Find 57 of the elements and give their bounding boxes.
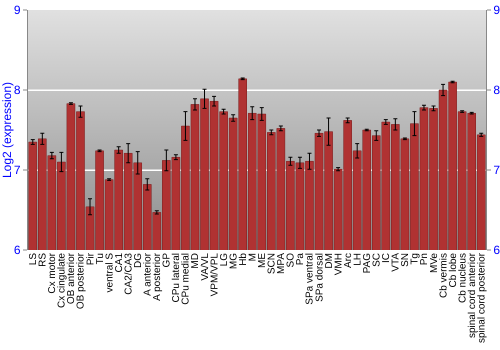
x-tick-label: SPa dorsal xyxy=(314,253,326,302)
x-tick-label: Cb vermis xyxy=(438,253,450,298)
x-tick-label: SN xyxy=(400,253,412,267)
x-tick-label: OB anterior xyxy=(66,252,78,304)
x-tick-label: Cx motor xyxy=(47,252,58,294)
y-tick-label: 7 xyxy=(14,163,21,178)
x-tick-label: SO xyxy=(286,252,297,268)
x-tick-label: Arc xyxy=(342,253,354,268)
x-tick-label: LS xyxy=(28,252,40,266)
x-tick-label: SCN xyxy=(266,253,278,274)
x-tick-label: DM xyxy=(324,253,335,269)
x-tick-label: ventral S xyxy=(104,252,116,292)
x-tick-label: Cb nucleus xyxy=(457,253,468,304)
x-tick-label: LG xyxy=(218,252,230,266)
x-tick-label: MG xyxy=(228,252,240,270)
x-tick-label: MVe xyxy=(428,252,440,274)
x-tick-label: SC xyxy=(372,253,383,267)
x-tick-label: Pa xyxy=(295,252,306,266)
x-tick-label: VTA xyxy=(390,252,402,272)
x-tick-label: RS xyxy=(38,252,49,267)
y2-tick-label: 7 xyxy=(493,163,500,178)
x-tick-label: Cx cingulate xyxy=(56,252,68,308)
y-tick-label: 8 xyxy=(14,83,21,98)
x-tick-label: VMH xyxy=(333,253,344,276)
x-tick-label: A posterior xyxy=(152,252,164,301)
x-tick-label: VPM/VPL xyxy=(209,252,220,296)
x-tick-label: PAG xyxy=(362,252,373,274)
x-tick-label: Tu xyxy=(94,253,106,264)
x-tick-label: DG xyxy=(132,252,144,268)
x-tick-label: CA1 xyxy=(114,252,125,272)
x-tick-label: ME xyxy=(257,252,268,268)
x-tick-label: LH xyxy=(352,253,364,266)
x-tick-label: spinal cord posterior xyxy=(476,252,488,344)
x-tick-label: spinal cord anterior xyxy=(466,252,478,338)
x-tick-label: MD xyxy=(190,253,202,269)
x-tick-label: Cb lobe xyxy=(448,252,459,288)
y2-tick-label: 6 xyxy=(493,243,500,258)
x-tick-label: Tg xyxy=(410,253,421,265)
x-tick-label: IC xyxy=(381,253,392,263)
x-tick-label: Pir xyxy=(85,252,96,266)
y2-tick-label: 8 xyxy=(493,83,500,98)
x-tick-label: MPA xyxy=(276,252,288,274)
x-tick-label: Pn xyxy=(419,253,430,266)
y-tick-label: 9 xyxy=(14,3,21,18)
x-tick-label: M xyxy=(247,253,258,262)
x-tick-label: Hb xyxy=(238,252,249,266)
x-tick-label: GP xyxy=(162,252,173,268)
x-tick-label: CPu medial xyxy=(180,253,192,305)
x-tick-label: CPu lateral xyxy=(171,253,182,302)
x-tick-label: SPa ventral xyxy=(304,253,316,305)
y-tick-label: 6 xyxy=(14,243,21,258)
x-tick-label: OB posterior xyxy=(76,252,87,310)
y-axis-title: Log2 (expression) xyxy=(0,82,14,178)
y2-tick-label: 9 xyxy=(493,3,500,18)
x-tick-label: A anterior xyxy=(142,252,154,296)
x-tick-label: CA2/CA3 xyxy=(123,252,134,295)
x-tick-label: VA/VL xyxy=(200,252,211,281)
